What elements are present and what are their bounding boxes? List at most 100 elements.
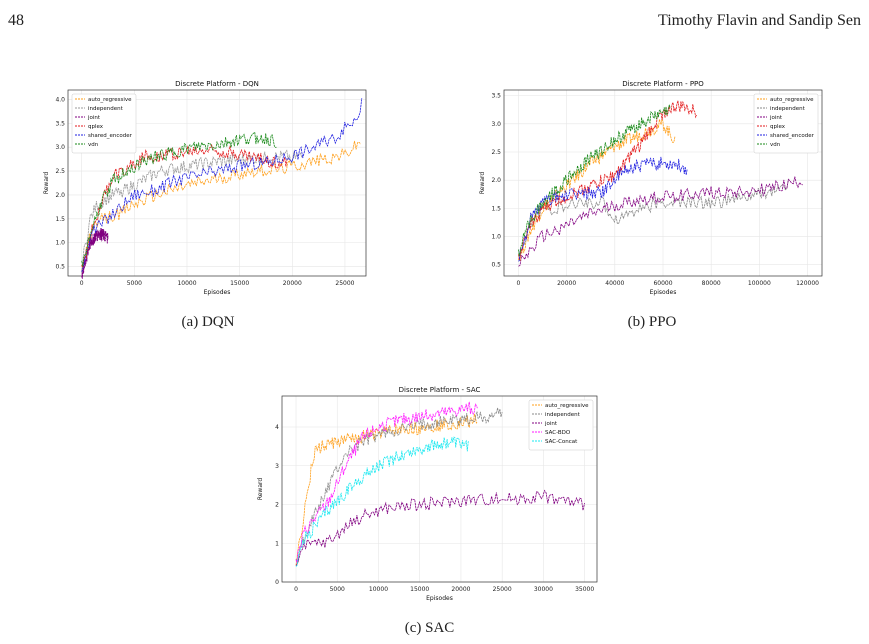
legend-label-qplex: qplex — [770, 124, 786, 130]
caption-sac: (c) SAC — [404, 620, 455, 636]
x-tick-label: 15000 — [230, 280, 249, 287]
series-line-qplex — [518, 100, 698, 260]
legend-label-joint: joint — [769, 115, 783, 121]
y-tick-label: 4.0 — [55, 97, 65, 104]
legend-label-SAC-Concat: SAC-Concat — [545, 439, 578, 445]
figure-dqn: 0 5000 10000 15000 20000 25000 0.5 1.0 1.5 2.0 2.5… — [38, 76, 378, 308]
legend-label-joint: joint — [87, 115, 101, 121]
series-line-joint — [518, 176, 803, 267]
x-tick-label: 10000 — [369, 586, 388, 593]
series-line-SAC-BDO — [295, 401, 478, 564]
chart-title: Discrete Platform - DQN — [175, 80, 259, 88]
series-line-auto_regressive — [81, 140, 361, 271]
legend-label-independent: independent — [545, 412, 581, 418]
x-tick-label: 0 — [294, 586, 298, 593]
y-tick-label: 2.0 — [55, 192, 65, 199]
y-axis-label: Reward — [479, 172, 486, 195]
legend-label-auto_regressive: auto_regressive — [88, 97, 132, 103]
legend-label-SAC-BDO: SAC-BDO — [545, 430, 571, 436]
figure-sac: 0 5000 10000 15000 20000 25000 30000 35000 0 1 2 3 4… — [252, 382, 607, 614]
x-tick-label: 10000 — [177, 280, 196, 287]
y-tick-label: 2.5 — [491, 149, 501, 156]
legend-label-shared_encoder: shared_encoder — [88, 133, 133, 139]
x-tick-label: 100000 — [748, 280, 771, 287]
legend-label-vdn: vdn — [770, 142, 781, 148]
series-line-joint — [295, 489, 585, 567]
legend-label-auto_regressive: auto_regressive — [770, 97, 814, 103]
x-tick-label: 35000 — [575, 586, 594, 593]
series-line-independent — [295, 407, 503, 563]
x-tick-label: 0 — [80, 280, 84, 287]
series-line-shared_encoder — [81, 97, 363, 272]
legend-box — [753, 93, 819, 154]
plot-frame — [503, 89, 823, 277]
legend-label-auto_regressive: auto_regressive — [545, 403, 589, 409]
page-number: 48 — [8, 12, 24, 29]
y-tick-label: 3.5 — [55, 120, 65, 127]
y-tick-label: 1.5 — [491, 205, 501, 212]
legend-label-independent: independent — [88, 106, 124, 112]
y-tick-label: 0.5 — [491, 262, 501, 269]
legend-box — [71, 93, 137, 154]
legend-box — [528, 399, 594, 451]
plot-frame — [281, 395, 598, 583]
y-tick-label: 0.5 — [55, 263, 65, 270]
series-line-auto_regressive — [295, 413, 478, 566]
y-tick-label: 3 — [275, 463, 279, 470]
x-tick-label: 120000 — [796, 280, 819, 287]
y-tick-label: 2.5 — [55, 168, 65, 175]
x-tick-label: 25000 — [493, 586, 512, 593]
dqn-chart: 0 5000 10000 15000 20000 25000 0.5 1.0 1.5 2.0 2.5… — [43, 80, 367, 296]
x-tick-label: 5000 — [330, 586, 345, 593]
series-line-SAC-Concat — [295, 436, 470, 567]
legend-label-vdn: vdn — [88, 142, 99, 148]
legend-label-independent: independent — [770, 106, 806, 112]
y-tick-label: 4 — [275, 424, 279, 431]
x-tick-label: 20000 — [451, 586, 470, 593]
x-axis-label: Episodes — [204, 289, 231, 296]
x-tick-label: 80000 — [702, 280, 721, 287]
y-tick-label: 1 — [275, 540, 279, 547]
y-tick-label: 1.0 — [491, 234, 501, 241]
y-tick-label: 0 — [275, 579, 279, 586]
figure-ppo: 0 20000 40000 60000 80000 100000 120000 0.5 1.0 1… — [472, 76, 832, 308]
x-tick-label: 20000 — [283, 280, 302, 287]
chart-title: Discrete Platform - PPO — [622, 80, 704, 88]
y-tick-label: 2.0 — [491, 177, 501, 184]
x-tick-label: 60000 — [653, 280, 672, 287]
legend-label-shared_encoder: shared_encoder — [770, 133, 815, 139]
x-tick-label: 40000 — [605, 280, 624, 287]
x-axis-label: Episodes — [426, 595, 453, 602]
legend-label-qplex: qplex — [88, 124, 104, 130]
y-tick-label: 3.0 — [491, 121, 501, 128]
series-line-vdn — [518, 104, 671, 257]
y-tick-label: 1.0 — [55, 240, 65, 247]
chart-title: Discrete Platform - SAC — [399, 386, 481, 394]
x-tick-label: 0 — [517, 280, 521, 287]
series-line-vdn — [81, 131, 277, 267]
series-line-qplex — [81, 143, 288, 269]
x-tick-label: 30000 — [534, 586, 553, 593]
x-tick-label: 15000 — [410, 586, 429, 593]
ppo-chart: 0 20000 40000 60000 80000 100000 120000 0.5 1.0 1… — [479, 80, 823, 296]
x-tick-label: 20000 — [557, 280, 576, 287]
running-head: Timothy Flavin and Sandip Sen — [658, 12, 861, 29]
y-tick-label: 3.0 — [55, 144, 65, 151]
series-line-independent — [518, 179, 789, 258]
y-tick-label: 3.5 — [491, 93, 501, 100]
x-tick-label: 5000 — [127, 280, 142, 287]
caption-ppo: (b) PPO — [627, 314, 677, 330]
sac-chart: 0 5000 10000 15000 20000 25000 30000 35000 0 1 2 3 4… — [257, 386, 598, 602]
caption-dqn: (a) DQN — [181, 314, 235, 330]
series-line-joint — [81, 228, 109, 279]
x-axis-label: Episodes — [650, 289, 677, 296]
plot-frame — [67, 89, 367, 277]
y-tick-label: 1.5 — [55, 216, 65, 223]
y-axis-label: Reward — [43, 172, 50, 195]
page-header: 48 Timothy Flavin and Sandip Sen — [0, 6, 869, 30]
y-axis-label: Reward — [257, 478, 264, 501]
series-line-shared_encoder — [518, 156, 688, 262]
x-tick-label: 25000 — [335, 280, 354, 287]
series-line-independent — [81, 149, 303, 273]
y-tick-label: 2 — [275, 502, 279, 509]
